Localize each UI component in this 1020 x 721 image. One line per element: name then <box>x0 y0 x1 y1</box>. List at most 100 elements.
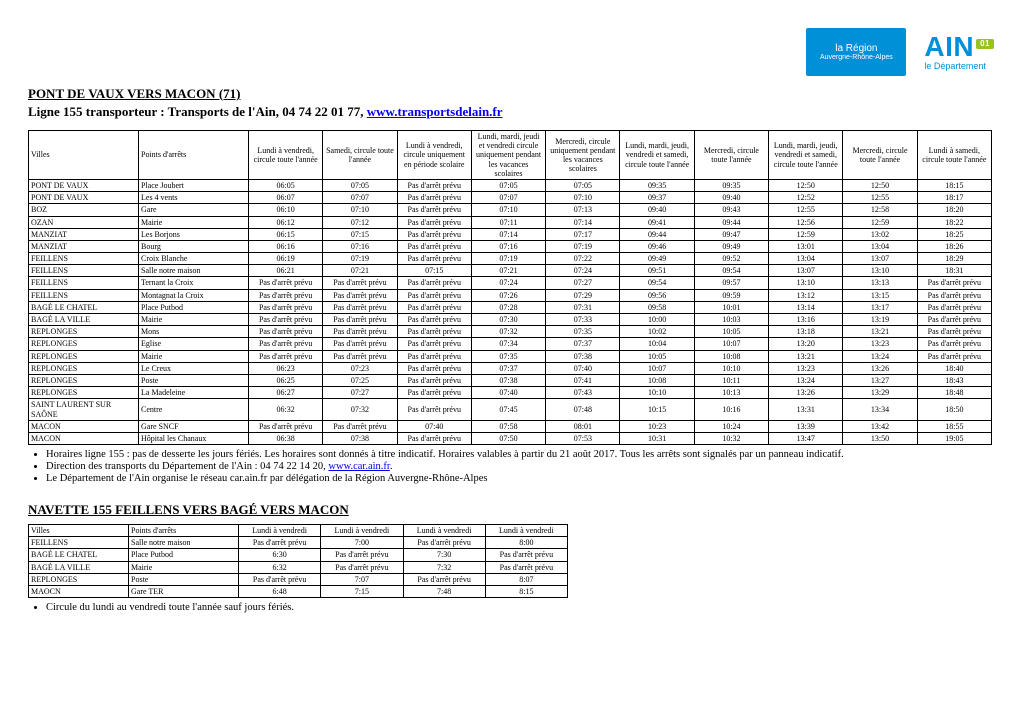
cell-arret: Place Putbod <box>129 549 239 561</box>
col-header-time: Mercredi, circule uniquement pendant les… <box>546 131 620 180</box>
cell-time: Pas d'arrêt prévu <box>323 338 397 350</box>
cell-time: 09:59 <box>694 289 768 301</box>
cell-time: Pas d'arrêt prévu <box>397 216 471 228</box>
table-row: REPLONGESPostePas d'arrêt prévu7:07Pas d… <box>29 573 568 585</box>
note-link[interactable]: www.car.ain.fr <box>328 461 389 472</box>
cell-time: Pas d'arrêt prévu <box>249 277 323 289</box>
col-header-arret: Points d'arrêts <box>139 131 249 180</box>
cell-time: 07:11 <box>471 216 545 228</box>
cell-time: 13:17 <box>843 301 917 313</box>
cell-time: Pas d'arrêt prévu <box>321 561 403 573</box>
cell-time: 18:17 <box>917 192 991 204</box>
page-title: PONT DE VAUX VERS MACON (71) <box>28 86 992 102</box>
cell-time: 13:16 <box>769 314 843 326</box>
cell-time: Pas d'arrêt prévu <box>397 362 471 374</box>
shuttle-title: NAVETTE 155 FEILLENS VERS BAGÉ VERS MACO… <box>28 502 992 518</box>
cell-time: 13:18 <box>769 326 843 338</box>
col-header-time: Lundi, mardi, jeudi, vendredi et samedi,… <box>620 131 694 180</box>
table-row: OZANMairie06:1207:12Pas d'arrêt prévu07:… <box>29 216 992 228</box>
cell-time: 18:26 <box>917 240 991 252</box>
cell-time: 07:29 <box>546 289 620 301</box>
table-row: MACONGare SNCFPas d'arrêt prévuPas d'arr… <box>29 420 992 432</box>
table-row: REPLONGESMonsPas d'arrêt prévuPas d'arrê… <box>29 326 992 338</box>
cell-time: 07:38 <box>471 374 545 386</box>
cell-time: Pas d'arrêt prévu <box>397 228 471 240</box>
cell-arret: Les 4 vents <box>139 192 249 204</box>
cell-time: 10:04 <box>620 338 694 350</box>
cell-time: 6:32 <box>239 561 321 573</box>
cell-time: 06:07 <box>249 192 323 204</box>
cell-time: Pas d'arrêt prévu <box>239 537 321 549</box>
table-row: MANZIATLes Borjons06:1507:15Pas d'arrêt … <box>29 228 992 240</box>
table-row: BOZGare06:1007:10Pas d'arrêt prévu07:100… <box>29 204 992 216</box>
cell-time: 07:38 <box>546 350 620 362</box>
cell-time: 07:28 <box>471 301 545 313</box>
col-header-time: Mercredi, circule toute l'année <box>843 131 917 180</box>
subtitle-link[interactable]: www.transportsdelain.fr <box>367 104 503 119</box>
cell-time: 12:59 <box>769 228 843 240</box>
cell-time: 07:35 <box>471 350 545 362</box>
cell-time: 10:07 <box>620 362 694 374</box>
cell-time: 10:08 <box>694 350 768 362</box>
cell-time: 07:15 <box>397 265 471 277</box>
note-item: Le Département de l'Ain organise le rése… <box>46 473 992 484</box>
cell-time: Pas d'arrêt prévu <box>323 301 397 313</box>
cell-time: 09:40 <box>620 204 694 216</box>
table-row: FEILLENSCroix Blanche06:1907:19Pas d'arr… <box>29 253 992 265</box>
shuttle-notes-list: Circule du lundi au vendredi toute l'ann… <box>28 602 992 613</box>
cell-time: 13:21 <box>769 350 843 362</box>
timetable-shuttle: VillesPoints d'arrêtsLundi à vendrediLun… <box>28 524 568 598</box>
cell-time: 07:19 <box>323 253 397 265</box>
col-header-time: Lundi à vendredi <box>321 525 403 537</box>
cell-time: 09:46 <box>620 240 694 252</box>
cell-time: Pas d'arrêt prévu <box>397 399 471 420</box>
cell-time: 10:03 <box>694 314 768 326</box>
cell-time: Pas d'arrêt prévu <box>397 277 471 289</box>
cell-time: 07:10 <box>323 204 397 216</box>
cell-time: 12:50 <box>769 179 843 191</box>
cell-time: Pas d'arrêt prévu <box>917 314 991 326</box>
cell-time: 13:24 <box>769 374 843 386</box>
cell-time: Pas d'arrêt prévu <box>917 277 991 289</box>
cell-time: 18:48 <box>917 387 991 399</box>
cell-time: 10:08 <box>620 374 694 386</box>
cell-time: Pas d'arrêt prévu <box>397 301 471 313</box>
cell-time: Pas d'arrêt prévu <box>397 253 471 265</box>
cell-time: Pas d'arrêt prévu <box>403 537 485 549</box>
cell-time: 07:17 <box>546 228 620 240</box>
note-item: Horaires ligne 155 : pas de desserte les… <box>46 449 992 460</box>
cell-time: 13:15 <box>843 289 917 301</box>
cell-time: 18:31 <box>917 265 991 277</box>
cell-time: 13:14 <box>769 301 843 313</box>
cell-arret: Place Joubert <box>139 179 249 191</box>
logo-ain-sub: le Département <box>924 61 986 71</box>
col-header-time: Lundi, mardi, jeudi, vendredi et samedi,… <box>769 131 843 180</box>
cell-time: 06:16 <box>249 240 323 252</box>
cell-time: 13:12 <box>769 289 843 301</box>
col-header-time: Lundi à vendredi <box>485 525 567 537</box>
cell-time: 09:47 <box>694 228 768 240</box>
cell-time: 06:12 <box>249 216 323 228</box>
cell-arret: Croix Blanche <box>139 253 249 265</box>
cell-ville: FEILLENS <box>29 277 139 289</box>
cell-ville: MANZIAT <box>29 228 139 240</box>
cell-time: 12:59 <box>843 216 917 228</box>
table-row: BAGÉ LE CHATELPlace PutbodPas d'arrêt pr… <box>29 301 992 313</box>
cell-time: 10:24 <box>694 420 768 432</box>
col-header-time: Lundi à vendredi, circule toute l'année <box>249 131 323 180</box>
cell-time: 13:21 <box>843 326 917 338</box>
cell-ville: PONT DE VAUX <box>29 179 139 191</box>
cell-arret: Eglise <box>139 338 249 350</box>
cell-time: Pas d'arrêt prévu <box>917 350 991 362</box>
cell-time: 18:22 <box>917 216 991 228</box>
cell-time: Pas d'arrêt prévu <box>397 240 471 252</box>
col-header-time: Lundi, mardi, jeudi et vendredi circule … <box>471 131 545 180</box>
table-row: REPLONGESMairiePas d'arrêt prévuPas d'ar… <box>29 350 992 362</box>
cell-ville: REPLONGES <box>29 573 129 585</box>
cell-time: 06:19 <box>249 253 323 265</box>
cell-time: 7:00 <box>321 537 403 549</box>
cell-time: 07:48 <box>546 399 620 420</box>
cell-arret: Mairie <box>129 561 239 573</box>
cell-time: 13:02 <box>843 228 917 240</box>
cell-time: 07:19 <box>471 253 545 265</box>
